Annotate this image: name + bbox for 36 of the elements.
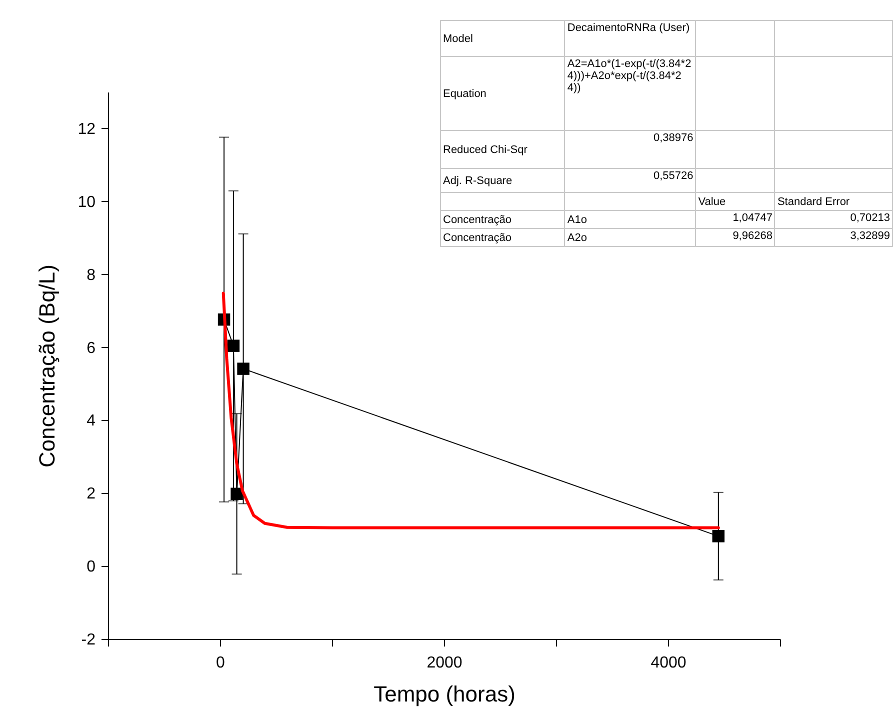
text: 0,70213 xyxy=(850,212,890,224)
annotation: A2o xyxy=(564,228,696,246)
y-tick-label: 0 xyxy=(86,558,96,576)
y-axis-title: Concentração (Bq/L) xyxy=(34,264,60,468)
annotation: 9,96268 xyxy=(696,228,775,246)
y-tick-label: -2 xyxy=(81,632,96,648)
annotation: Value xyxy=(696,192,775,210)
line-series xyxy=(222,292,720,530)
point xyxy=(712,530,725,542)
annotation: Concentração xyxy=(440,210,565,228)
annotation: Reduced Chi-Sqr xyxy=(440,130,565,168)
y-tick-label: 2 xyxy=(86,486,96,503)
y-tick-label: 4 xyxy=(86,412,96,430)
x-tick-label: 4000 xyxy=(650,654,686,672)
annotation: 0,55726 xyxy=(564,168,696,192)
point xyxy=(227,340,240,352)
y-tick-label: 10 xyxy=(78,194,96,211)
x-tick-label: 0 xyxy=(216,654,226,672)
y-tick-label: 12 xyxy=(78,120,96,138)
text: DecaimentoRNRa (User) xyxy=(567,22,690,34)
x-tick-label: 2000 xyxy=(426,654,462,672)
point xyxy=(230,488,243,500)
annotation: 1,04747 xyxy=(696,210,775,228)
annotation: Standard Error xyxy=(774,192,892,210)
text: 3,32899 xyxy=(850,230,890,242)
annotation: Concentração xyxy=(440,228,565,246)
point xyxy=(237,362,250,375)
annotation: A1o xyxy=(564,210,696,228)
annotation: 0,38976 xyxy=(564,130,696,168)
x-axis-title: Tempo (horas) xyxy=(374,682,516,706)
annotation: Adj. R-Square xyxy=(440,168,565,192)
annotation: A2=A1o*(1-exp(-t/(3.84*24)))+A2o*exp(-t/(3.84*24)) xyxy=(564,56,696,130)
y-tick-label: 8 xyxy=(86,266,96,284)
annotation: Equation xyxy=(440,56,565,130)
text: Model xyxy=(443,32,473,44)
y-tick-label: 6 xyxy=(86,340,96,357)
